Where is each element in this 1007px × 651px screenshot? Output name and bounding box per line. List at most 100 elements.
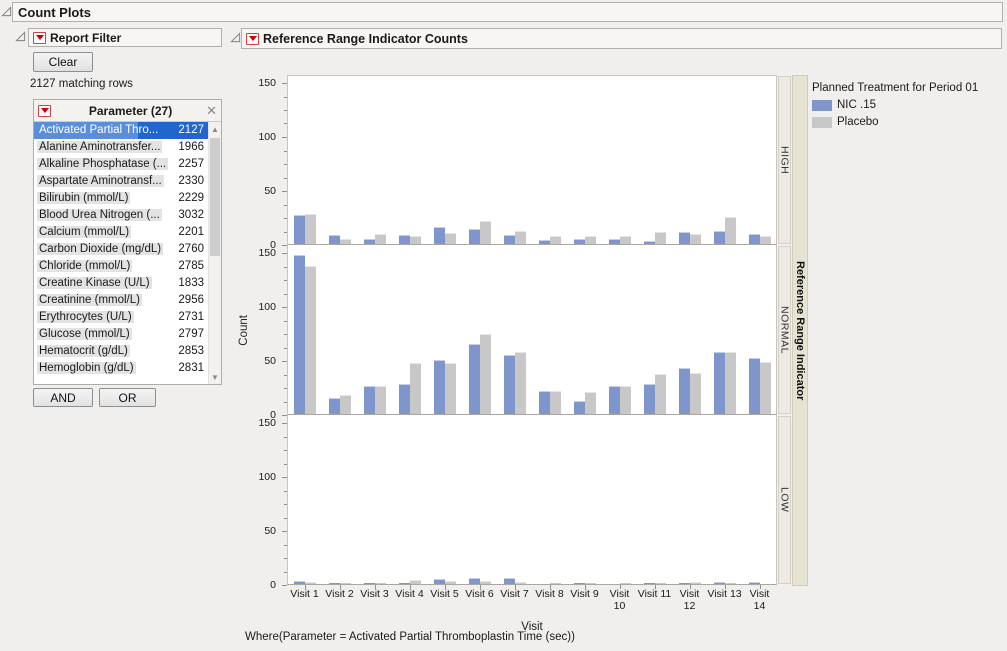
list-item[interactable]: Carbon Dioxide (mg/dL) 2760 <box>34 241 221 258</box>
bar-high-NIC.15-v3[interactable] <box>364 239 375 244</box>
list-item[interactable]: Blood Urea Nitrogen (... 3032 <box>34 207 221 224</box>
scrollbar-thumb[interactable] <box>210 138 220 256</box>
bar-low-NIC.15-v1[interactable] <box>294 581 305 584</box>
bar-low-NIC.15-v7[interactable] <box>504 578 515 584</box>
bar-high-NIC.15-v8[interactable] <box>539 240 550 244</box>
bar-high-Placebo-v8[interactable] <box>550 236 561 244</box>
list-item[interactable]: Alkaline Phosphatase (... 2257 <box>34 156 221 173</box>
bar-high-NIC.15-v7[interactable] <box>504 235 515 244</box>
bar-normal-Placebo-v3[interactable] <box>375 386 386 414</box>
bar-high-NIC.15-v12[interactable] <box>679 232 690 244</box>
legend-swatch[interactable] <box>812 99 832 111</box>
bar-normal-NIC.15-v12[interactable] <box>679 368 690 414</box>
bar-normal-Placebo-v10[interactable] <box>620 386 631 414</box>
bar-normal-NIC.15-v9[interactable] <box>574 401 585 414</box>
bar-high-NIC.15-v11[interactable] <box>644 241 655 244</box>
bar-high-Placebo-v9[interactable] <box>585 236 596 244</box>
list-item[interactable]: Glucose (mmol/L) 2797 <box>34 326 221 343</box>
bar-low-Placebo-v5[interactable] <box>445 581 456 584</box>
bar-normal-Placebo-v5[interactable] <box>445 363 456 414</box>
legend-entry[interactable]: Placebo <box>812 116 1002 128</box>
bar-normal-NIC.15-v6[interactable] <box>469 344 480 414</box>
bar-low-Placebo-v4[interactable] <box>410 580 421 584</box>
bar-normal-NIC.15-v1[interactable] <box>294 255 305 414</box>
bar-low-Placebo-v9[interactable] <box>585 583 596 584</box>
and-button[interactable]: AND <box>33 388 93 407</box>
bar-normal-Placebo-v2[interactable] <box>340 395 351 414</box>
bar-high-Placebo-v6[interactable] <box>480 221 491 244</box>
bar-low-NIC.15-v2[interactable] <box>329 583 340 584</box>
bar-normal-Placebo-v9[interactable] <box>585 392 596 414</box>
bar-normal-Placebo-v13[interactable] <box>725 352 736 414</box>
bar-normal-NIC.15-v8[interactable] <box>539 391 550 414</box>
bar-low-NIC.15-v12[interactable] <box>679 583 690 584</box>
bar-high-NIC.15-v6[interactable] <box>469 229 480 244</box>
report-filter-menu-icon[interactable] <box>33 31 46 44</box>
or-button[interactable]: OR <box>99 388 156 407</box>
list-item[interactable]: Hemoglobin (g/dL) 2831 <box>34 360 221 377</box>
list-item[interactable]: Calcium (mmol/L) 2201 <box>34 224 221 241</box>
bar-normal-Placebo-v12[interactable] <box>690 373 701 414</box>
list-item[interactable]: Bilirubin (mmol/L) 2229 <box>34 190 221 207</box>
bar-high-NIC.15-v4[interactable] <box>399 235 410 244</box>
bar-high-Placebo-v14[interactable] <box>760 236 771 244</box>
bar-normal-Placebo-v11[interactable] <box>655 374 666 414</box>
bar-low-Placebo-v7[interactable] <box>515 582 526 584</box>
bar-low-Placebo-v11[interactable] <box>655 583 666 584</box>
list-item[interactable]: Creatinine (mmol/L) 2956 <box>34 292 221 309</box>
bar-low-Placebo-v2[interactable] <box>340 583 351 584</box>
bar-normal-NIC.15-v4[interactable] <box>399 384 410 414</box>
list-item[interactable]: Creatine Kinase (U/L) 1833 <box>34 275 221 292</box>
list-item[interactable]: Chloride (mmol/L) 2785 <box>34 258 221 275</box>
clear-button[interactable]: Clear <box>33 52 93 72</box>
bar-high-Placebo-v3[interactable] <box>375 234 386 244</box>
bar-low-NIC.15-v4[interactable] <box>399 583 410 584</box>
bar-high-Placebo-v1[interactable] <box>305 214 316 244</box>
bar-high-NIC.15-v13[interactable] <box>714 231 725 244</box>
report-filter-disclosure-icon[interactable] <box>15 31 26 42</box>
close-icon[interactable]: ✕ <box>206 103 217 118</box>
bar-normal-NIC.15-v3[interactable] <box>364 386 375 414</box>
bar-low-Placebo-v10[interactable] <box>620 583 631 584</box>
bar-normal-Placebo-v6[interactable] <box>480 334 491 414</box>
bar-low-NIC.15-v9[interactable] <box>574 583 585 584</box>
bar-normal-Placebo-v7[interactable] <box>515 352 526 414</box>
bar-low-Placebo-v3[interactable] <box>375 583 386 584</box>
bar-normal-NIC.15-v5[interactable] <box>434 360 445 414</box>
scrollbar-down-icon[interactable]: ▼ <box>211 372 219 382</box>
bar-normal-NIC.15-v10[interactable] <box>609 386 620 414</box>
bar-low-NIC.15-v5[interactable] <box>434 579 445 584</box>
parameter-menu-icon[interactable] <box>38 104 51 117</box>
list-item[interactable]: Activated Partial Thro... 2127 <box>34 122 221 139</box>
bar-normal-Placebo-v4[interactable] <box>410 363 421 414</box>
list-item[interactable]: Erythrocytes (U/L) 2731 <box>34 309 221 326</box>
bar-high-Placebo-v4[interactable] <box>410 236 421 244</box>
bar-low-Placebo-v1[interactable] <box>305 582 316 584</box>
legend-entry[interactable]: NIC .15 <box>812 99 1002 111</box>
bar-normal-NIC.15-v7[interactable] <box>504 355 515 414</box>
parameter-list-scrollbar[interactable]: ▲ ▼ <box>208 122 221 384</box>
bar-high-NIC.15-v5[interactable] <box>434 227 445 244</box>
legend-swatch[interactable] <box>812 116 832 128</box>
bar-low-Placebo-v12[interactable] <box>690 582 701 584</box>
bar-low-NIC.15-v13[interactable] <box>714 582 725 584</box>
bar-normal-NIC.15-v14[interactable] <box>749 358 760 414</box>
chart-disclosure-icon[interactable] <box>230 32 241 43</box>
bar-high-Placebo-v10[interactable] <box>620 236 631 244</box>
list-item[interactable]: Alanine Aminotransfer... 1966 <box>34 139 221 156</box>
bar-low-NIC.15-v6[interactable] <box>469 578 480 584</box>
list-item[interactable]: Hematocrit (g/dL) 2853 <box>34 343 221 360</box>
bar-low-Placebo-v8[interactable] <box>550 583 561 584</box>
bar-high-Placebo-v13[interactable] <box>725 217 736 244</box>
bar-high-Placebo-v12[interactable] <box>690 234 701 244</box>
bar-high-NIC.15-v10[interactable] <box>609 239 620 244</box>
bar-normal-Placebo-v14[interactable] <box>760 362 771 414</box>
bar-normal-Placebo-v8[interactable] <box>550 391 561 414</box>
bar-low-NIC.15-v14[interactable] <box>749 582 760 584</box>
bar-low-NIC.15-v3[interactable] <box>364 583 375 584</box>
bar-high-Placebo-v7[interactable] <box>515 231 526 244</box>
bar-high-NIC.15-v14[interactable] <box>749 234 760 244</box>
bar-normal-NIC.15-v13[interactable] <box>714 352 725 414</box>
bar-high-Placebo-v2[interactable] <box>340 239 351 244</box>
list-item[interactable]: Aspartate Aminotransf... 2330 <box>34 173 221 190</box>
